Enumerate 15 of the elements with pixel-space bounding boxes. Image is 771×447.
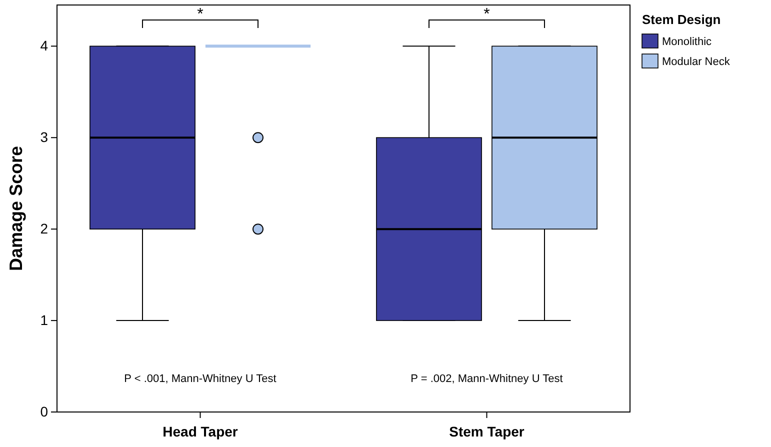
y-tick-label: 0 — [40, 403, 48, 420]
annotation: P < .001, Mann-Whitney U Test — [124, 373, 276, 385]
x-tick-label: Stem Taper — [449, 423, 525, 440]
annotation: * — [484, 6, 490, 23]
x-tick-label: Head Taper — [162, 423, 238, 440]
annotation: P = .002, Mann-Whitney U Test — [410, 373, 563, 385]
y-tick-label: 1 — [40, 312, 48, 328]
annotation: * — [197, 6, 204, 23]
y-tick-label: 4 — [40, 38, 48, 54]
y-tick-label: 3 — [40, 129, 48, 146]
legend-label: Modular Neck — [662, 56, 730, 68]
y-axis-title: Damage Score — [6, 146, 26, 272]
legend-title: Stem Design — [642, 12, 721, 27]
legend-label: Monolithic — [662, 36, 712, 48]
y-tick-label: 2 — [40, 220, 48, 237]
